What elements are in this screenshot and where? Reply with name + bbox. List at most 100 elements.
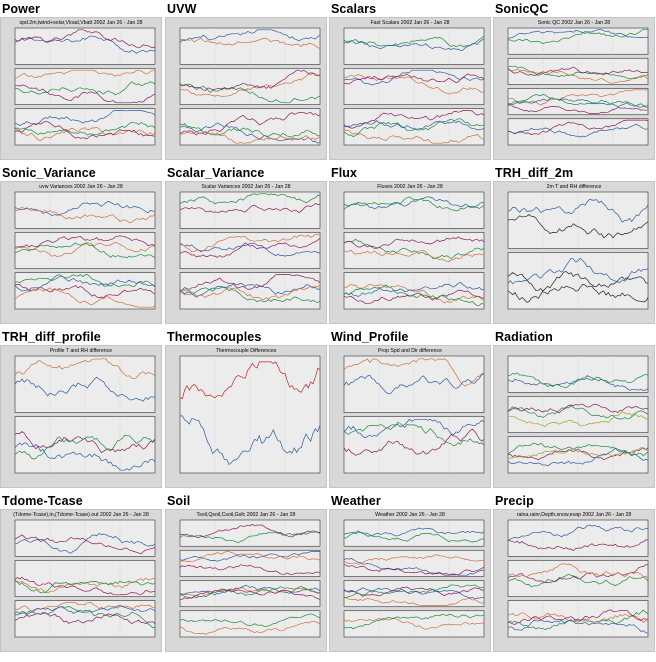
series-line <box>179 29 321 43</box>
series-line <box>343 289 485 305</box>
series-line <box>179 551 320 562</box>
series-line <box>179 122 321 144</box>
series-line <box>14 442 156 471</box>
thumbnail-title[interactable]: Soil <box>167 494 191 508</box>
thumbnail-cell: Flux Fluxes 2002 Jan 26 - Jan 28 <box>329 166 491 328</box>
plot-thumbnail[interactable]: Sonic QC 2002 Jan 26 - Jan 28 <box>493 17 655 160</box>
series-line <box>507 65 649 80</box>
plot-thumbnail[interactable]: uvw Variances 2002 Jan 26 - Jan 28 <box>0 181 162 324</box>
series-line <box>179 551 321 563</box>
series-line <box>14 69 155 80</box>
plot-caption: Sonic QC 2002 Jan 26 - Jan 28 <box>537 20 611 26</box>
plot-thumbnail[interactable] <box>493 345 655 488</box>
plot-traces <box>179 27 321 146</box>
thumbnail-title[interactable]: Thermocouples <box>167 330 262 344</box>
series-line <box>179 123 321 138</box>
series-line <box>179 564 321 576</box>
series-line <box>14 274 156 292</box>
series-line <box>14 576 156 596</box>
series-line <box>507 272 649 303</box>
plot-thumbnail[interactable]: (Tdome-Tcase),in,(Tdome-Tcase).out 2002 … <box>0 509 162 652</box>
series-line <box>343 110 485 129</box>
series-line <box>507 447 649 467</box>
series-line <box>507 103 649 114</box>
plot-traces <box>343 27 485 146</box>
series-line <box>343 563 485 576</box>
plot-thumbnail[interactable]: Prop Spd and Dir difference <box>329 345 491 488</box>
plot-traces <box>179 355 321 474</box>
series-line <box>507 123 649 138</box>
series-line <box>14 241 156 257</box>
thumbnail-title[interactable]: Radiation <box>495 330 553 344</box>
series-line <box>15 605 156 616</box>
series-line <box>179 130 321 144</box>
series-line <box>343 73 485 85</box>
series-line <box>507 609 649 630</box>
series-line <box>179 588 321 601</box>
series-line <box>14 29 156 49</box>
plot-thumbnail[interactable]: Fluxes 2002 Jan 26 - Jan 28 <box>329 181 491 324</box>
plot-thumbnail[interactable]: Weather 2002 Jan 26 - Jan 28 <box>329 509 491 652</box>
plot-caption: Tsoil,Qsoil,Csoil,Gsfc 2002 Jan 26 - Jan… <box>196 512 296 518</box>
plot-thumbnail[interactable]: Tsoil,Qsoil,Csoil,Gsfc 2002 Jan 26 - Jan… <box>165 509 327 652</box>
series-line <box>14 120 156 139</box>
series-line <box>343 586 485 597</box>
thumbnail-title[interactable]: UVW <box>167 2 197 16</box>
thumbnail-cell: Precip raina,rainr,Depth.snow,evap 2002 J… <box>493 494 655 656</box>
series-line <box>179 37 321 49</box>
series-line <box>179 620 321 635</box>
plot-thumbnail[interactable] <box>165 17 327 160</box>
thumbnail-title[interactable]: Power <box>2 2 41 16</box>
plot-traces <box>14 355 156 474</box>
thumbnail-cell: Radiation <box>493 330 655 492</box>
series-line <box>507 214 649 239</box>
thumbnail-cell: Weather Weather 2002 Jan 26 - Jan 28 <box>329 494 491 656</box>
thumbnail-title[interactable]: Precip <box>495 494 534 508</box>
plot-traces <box>507 355 649 474</box>
series-line <box>179 361 321 400</box>
series-line <box>14 242 156 259</box>
plot-thumbnail[interactable]: Profile T and RH difference <box>0 345 162 488</box>
thumbnail-title[interactable]: Wind_Profile <box>331 330 409 344</box>
series-line <box>507 619 649 634</box>
series-line <box>343 196 485 212</box>
plot-thumbnail[interactable]: 2m T and RH difference <box>493 181 655 324</box>
plot-caption: Fluxes 2002 Jan 26 - Jan 28 <box>377 184 443 190</box>
series-line <box>179 69 321 91</box>
series-line <box>343 421 485 447</box>
thumbnail-cell: Wind_Profile Prop Spd and Dir difference <box>329 330 491 492</box>
thumbnail-title[interactable]: Weather <box>331 494 381 508</box>
series-line <box>507 198 649 223</box>
thumbnail-title[interactable]: Scalar_Variance <box>167 166 265 180</box>
plot-thumbnail[interactable]: Thermocouple Differences <box>165 345 327 488</box>
series-line <box>344 530 485 543</box>
series-line <box>507 271 649 303</box>
series-line <box>343 618 485 630</box>
series-line <box>507 447 649 459</box>
thumbnail-title[interactable]: Tdome-Tcase <box>2 494 83 508</box>
series-line <box>179 415 321 466</box>
series-line <box>507 89 649 106</box>
thumbnail-cell: Soil Tsoil,Qsoil,Csoil,Gsfc 2002 Jan 26 -… <box>165 494 327 656</box>
plot-thumbnail[interactable]: spd.2m,twind+solar,Vload,Vbatt 2002 Jan … <box>0 17 162 160</box>
plot-thumbnail[interactable]: raina,rainr,Depth.snow,evap 2002 Jan 26 … <box>493 509 655 652</box>
series-line <box>14 376 156 402</box>
plot-thumbnail[interactable]: Scalar Variances 2002 Jan 26 - Jan 28 <box>165 181 327 324</box>
thumbnail-title[interactable]: TRH_diff_profile <box>2 330 101 344</box>
thumbnail-cell: Power spd.2m,twind+solar,Vload,Vbatt 2002… <box>0 2 162 164</box>
series-line <box>507 66 649 76</box>
plot-thumbnail[interactable]: Fast Scalars 2002 Jan 26 - Jan 28 <box>329 17 491 160</box>
thumbnail-title[interactable]: Flux <box>331 166 358 180</box>
series-line <box>343 249 485 263</box>
thumbnail-title[interactable]: Scalars <box>331 2 377 16</box>
thumbnail-title[interactable]: SonicQC <box>495 2 549 16</box>
series-line <box>179 233 321 253</box>
series-line <box>14 81 156 96</box>
series-line <box>508 119 649 135</box>
series-line <box>343 554 485 565</box>
series-line <box>343 373 485 395</box>
thumbnail-title[interactable]: TRH_diff_2m <box>495 166 574 180</box>
thumbnail-title[interactable]: Sonic_Variance <box>2 166 96 180</box>
plot-caption: 2m T and RH difference <box>546 184 602 190</box>
